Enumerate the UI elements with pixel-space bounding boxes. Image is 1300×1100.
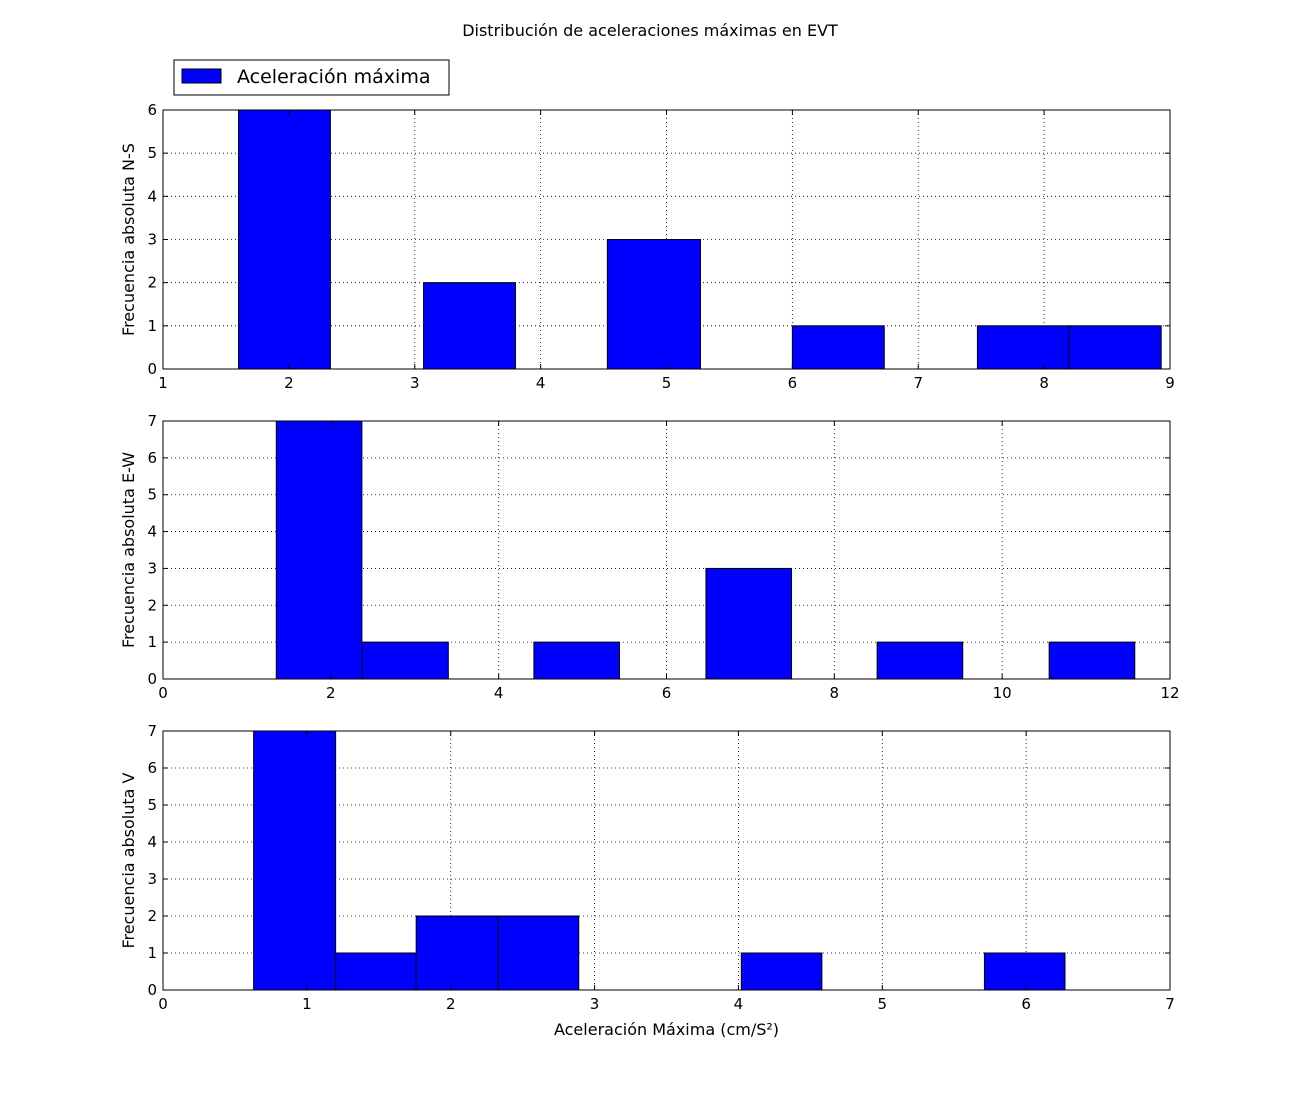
ew-ytick-label: 6: [147, 449, 157, 467]
ns-bar-4: [976, 325, 1070, 370]
ew-bar-4: [876, 641, 964, 680]
v-ytick-label: 6: [147, 759, 157, 777]
v-bar-1: [335, 952, 417, 991]
ew-ytick-label: 5: [147, 486, 157, 504]
ns-ytick-label: 2: [147, 274, 157, 292]
v-bar-4: [740, 952, 823, 991]
ew-ytick-label: 7: [147, 412, 157, 430]
ns-bar-2: [606, 239, 701, 370]
v-xtick-label: 7: [1165, 995, 1175, 1013]
ew-ytick-label: 1: [147, 633, 157, 651]
ew-ytick-label: 0: [147, 670, 157, 688]
v-bar-0: [253, 730, 337, 991]
v-ytick-label: 2: [147, 907, 157, 925]
v-ytick-label: 5: [147, 796, 157, 814]
v-xtick-label: 1: [302, 995, 312, 1013]
v-xtick-label: 0: [158, 995, 168, 1013]
ew-bar-0: [275, 420, 363, 680]
v-ytick-label: 7: [147, 722, 157, 740]
v-xtick-label: 3: [590, 995, 600, 1013]
panel-v: 0 1 2 3 4 5 6 7 0 1 2 3 4 5 6 7 Frecuencia absoluta V Ace…: [119, 722, 1175, 1039]
ew-xtick-label: 6: [662, 684, 672, 702]
ew-xtick-label: 10: [993, 684, 1012, 702]
ew-ylabel: Frecuencia absoluta E-W: [119, 452, 138, 648]
ns-bar-3: [791, 325, 885, 370]
v-ytick-label: 3: [147, 870, 157, 888]
v-xtick-label: 6: [1021, 995, 1031, 1013]
legend: Aceleración máxima: [173, 59, 450, 96]
v-ytick-label: 1: [147, 944, 157, 962]
ns-ytick-label: 4: [147, 187, 157, 205]
ns-xtick-label: 8: [1039, 374, 1049, 392]
v-ytick-label: 0: [147, 981, 157, 999]
ns-xtick-label: 6: [788, 374, 798, 392]
ns-bar-5: [1068, 325, 1162, 370]
ew-bar-1: [361, 641, 449, 680]
ns-bar-1: [423, 282, 516, 370]
v-ylabel: Frecuencia absoluta V: [119, 772, 138, 948]
v-xlabel: Aceleración Máxima (cm/S²): [554, 1020, 779, 1039]
figure-title: Distribución de aceleraciones máximas en…: [462, 21, 838, 40]
ew-bar-3: [705, 567, 793, 680]
ns-xtick-label: 9: [1165, 374, 1175, 392]
v-bar-2: [415, 915, 499, 991]
ew-bar-2: [533, 641, 621, 680]
v-xtick-label: 4: [734, 995, 744, 1013]
v-ytick-label: 4: [147, 833, 157, 851]
ns-xtick-label: 1: [158, 374, 168, 392]
ew-xtick-label: 0: [158, 684, 168, 702]
v-axes-frame: [162, 730, 1171, 991]
ns-bar-0: [238, 109, 331, 370]
ns-xtick-label: 4: [536, 374, 546, 392]
ns-xtick-label: 5: [662, 374, 672, 392]
v-bar-3: [497, 915, 580, 991]
ns-ytick-label: 0: [147, 360, 157, 378]
ns-xtick-label: 3: [410, 374, 420, 392]
ns-ytick-label: 1: [147, 317, 157, 335]
ew-xtick-label: 2: [326, 684, 336, 702]
ew-xtick-label: 4: [494, 684, 504, 702]
legend-swatch: [181, 68, 222, 84]
ew-xtick-label: 8: [830, 684, 840, 702]
ew-xtick-label: 12: [1160, 684, 1179, 702]
ns-ytick-label: 3: [147, 231, 157, 249]
v-bar-5: [983, 952, 1066, 991]
ns-xtick-label: 2: [284, 374, 294, 392]
ew-bar-5: [1048, 641, 1136, 680]
ew-ytick-label: 4: [147, 523, 157, 541]
v-xtick-label: 2: [446, 995, 456, 1013]
ns-ylabel: Frecuencia absoluta N-S: [119, 143, 138, 336]
ns-ytick-label: 5: [147, 144, 157, 162]
ew-ytick-label: 3: [147, 559, 157, 577]
legend-label: Aceleración máxima: [237, 66, 430, 88]
ew-ytick-label: 2: [147, 596, 157, 614]
ns-xtick-label: 7: [913, 374, 923, 392]
v-xtick-label: 5: [878, 995, 888, 1013]
ns-ytick-label: 6: [147, 101, 157, 119]
